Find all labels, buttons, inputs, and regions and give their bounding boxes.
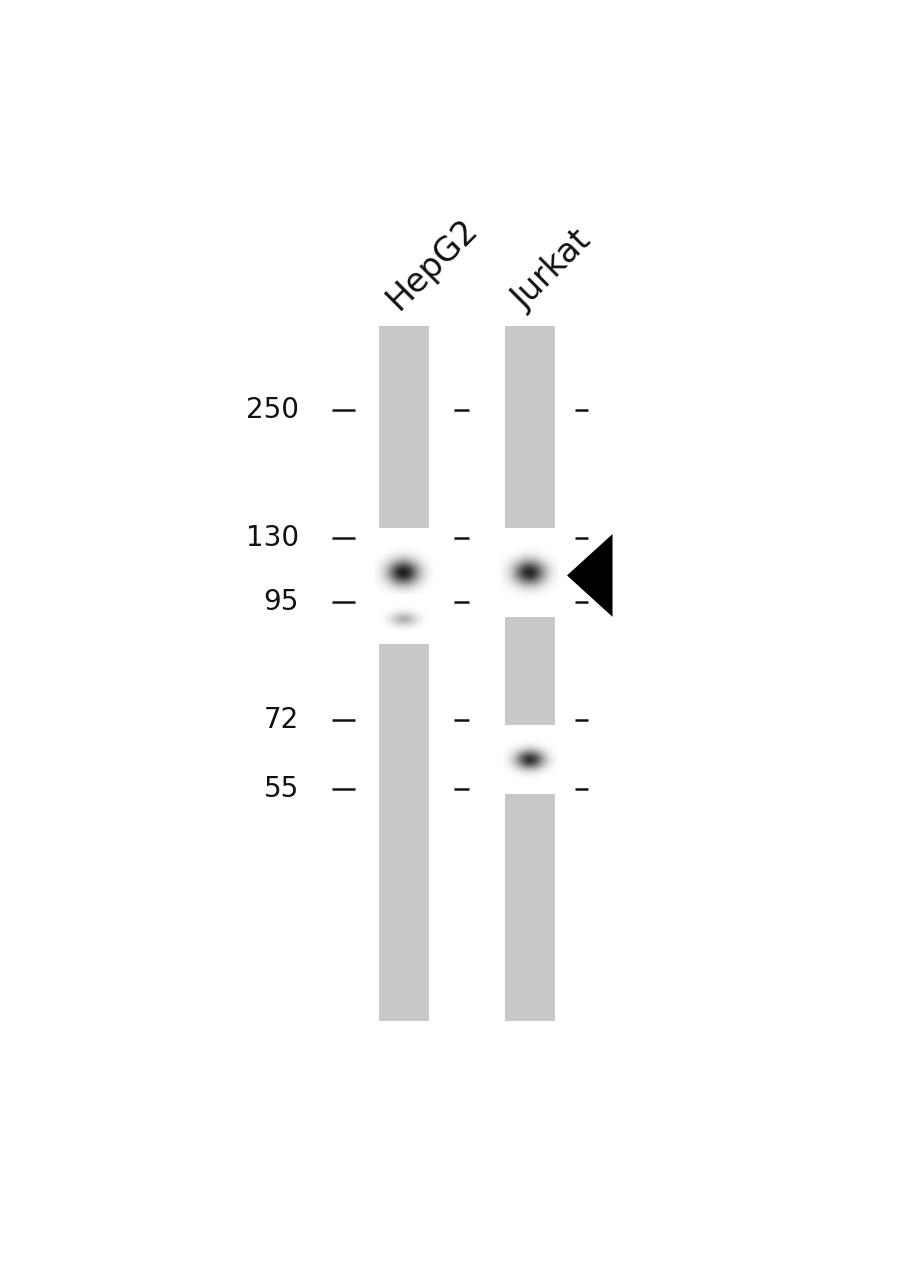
Text: 130: 130 [246, 524, 298, 552]
Text: 95: 95 [263, 588, 298, 616]
Text: 72: 72 [263, 707, 298, 735]
Polygon shape [566, 534, 612, 617]
Text: 250: 250 [246, 396, 298, 424]
Text: 55: 55 [263, 776, 298, 804]
Bar [378, 326, 429, 1021]
Text: HepG2: HepG2 [380, 212, 484, 316]
Text: Jurkat: Jurkat [506, 224, 598, 316]
Bar [504, 326, 554, 1021]
